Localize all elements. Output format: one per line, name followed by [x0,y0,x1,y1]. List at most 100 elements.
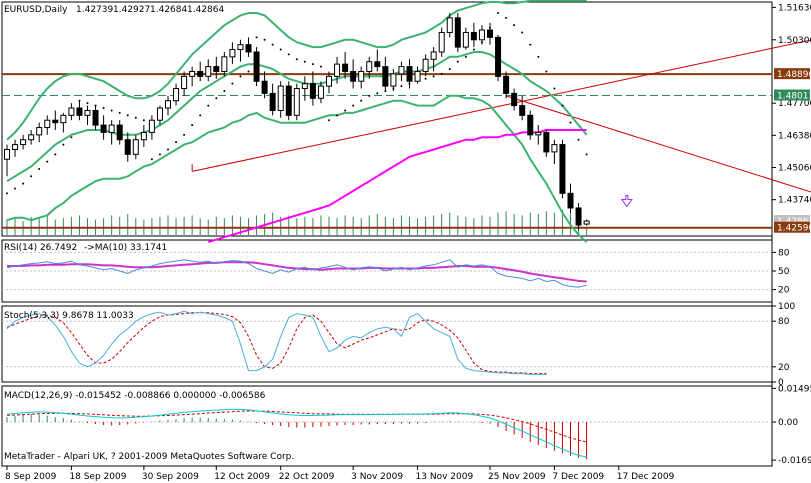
price-header-high: 1.42927 [113,5,150,15]
candle[interactable] [309,71,316,106]
candle[interactable] [543,129,550,157]
candle[interactable] [245,37,252,57]
candle[interactable] [350,59,357,89]
candle[interactable] [269,83,276,116]
candle[interactable] [326,71,332,94]
candle[interactable] [165,95,171,116]
candle[interactable] [519,95,526,121]
candle[interactable] [197,61,204,82]
candle[interactable] [487,22,493,45]
candle[interactable] [382,56,389,91]
candle[interactable] [4,144,10,177]
candle[interactable] [414,66,421,84]
candle[interactable] [189,66,196,87]
parabolic-sar-dot [303,60,306,63]
candle[interactable] [205,59,212,82]
candle[interactable] [213,56,220,79]
candle[interactable] [446,12,453,38]
candle[interactable] [148,115,155,140]
stochastic-panel[interactable] [2,310,772,375]
candle[interactable] [430,47,437,72]
candle-body-down [511,92,518,107]
candle[interactable] [567,183,574,213]
parabolic-sar-dot [70,136,73,139]
candle[interactable] [358,66,365,89]
candle[interactable] [575,203,582,230]
candle-body-down [559,144,566,194]
stoch-tick-label: 80 [778,317,790,327]
candle[interactable] [108,120,115,145]
candle[interactable] [221,51,228,77]
candle[interactable] [44,115,51,135]
candle[interactable] [406,59,413,89]
candle[interactable] [366,56,373,79]
candle[interactable] [462,27,469,50]
parabolic-sar-dot [279,48,282,51]
candle[interactable] [132,134,139,160]
candle[interactable] [261,71,268,99]
candle[interactable] [28,129,35,145]
candle-body-up [229,49,236,58]
candle[interactable] [559,139,566,199]
rsi-panel[interactable] [2,251,772,291]
candle[interactable] [140,125,147,148]
candle[interactable] [100,115,107,140]
parabolic-sar-dot [142,119,145,122]
candle[interactable] [374,49,381,72]
stoch-tick-label: 0 [778,378,784,388]
candle[interactable] [527,110,534,140]
candle[interactable] [551,139,558,165]
candle[interactable] [317,81,324,104]
candle[interactable] [173,83,180,106]
candle[interactable] [253,47,260,87]
candle[interactable] [52,110,59,130]
candle[interactable] [181,71,188,96]
candle[interactable] [301,76,308,101]
candle[interactable] [20,134,27,150]
moving-average-line [208,129,587,244]
candle[interactable] [277,81,284,118]
candle[interactable] [60,112,67,133]
candle[interactable] [438,27,445,57]
candle[interactable] [398,61,405,82]
price-tick-label: 1.43740 [778,196,811,206]
candle[interactable] [12,139,19,157]
candle[interactable] [422,54,429,77]
time-tick-label: 3 Nov 2009 [351,472,403,482]
candle[interactable] [68,103,75,121]
candle[interactable] [535,125,542,145]
candle-body-down [350,70,357,82]
candle-body-up [358,70,365,82]
candle[interactable] [84,105,91,126]
parabolic-sar-dot [376,92,379,95]
candle[interactable] [511,88,518,111]
candle[interactable] [503,71,510,99]
candle[interactable] [124,132,131,162]
candle[interactable] [116,120,123,145]
candle[interactable] [92,105,99,130]
candle[interactable] [237,39,244,62]
candle[interactable] [293,83,300,121]
candle[interactable] [454,12,461,52]
candle[interactable] [342,51,349,79]
price-panel[interactable] [2,0,811,244]
parabolic-sar-dot [46,160,49,163]
candle[interactable] [229,42,236,65]
parabolic-sar-dot [118,111,121,114]
candle[interactable] [495,34,502,82]
candle[interactable] [334,56,341,84]
candle[interactable] [76,100,83,121]
candle[interactable] [478,25,485,45]
parabolic-sar-dot [247,70,250,73]
candle[interactable] [470,22,477,48]
candle[interactable] [156,105,163,126]
macd-panel[interactable] [2,408,772,460]
candle[interactable] [36,122,43,143]
candle[interactable] [285,81,292,121]
candle[interactable] [583,219,590,226]
candle[interactable] [390,69,397,91]
candle-body-up [277,85,284,111]
parabolic-sar-dot [464,55,467,58]
candle-body-up [84,109,91,116]
parabolic-sar-dot [239,75,242,78]
